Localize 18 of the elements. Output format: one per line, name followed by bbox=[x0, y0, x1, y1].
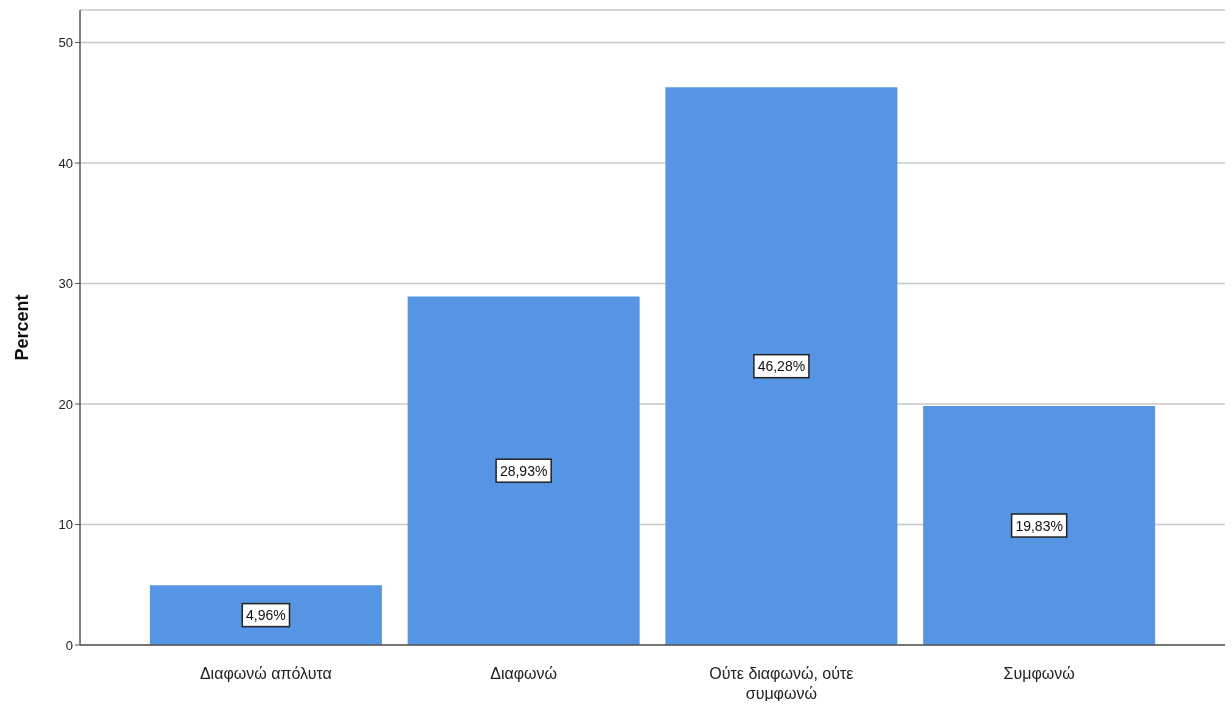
y-tick-label: 40 bbox=[58, 155, 73, 171]
y-tick-label: 20 bbox=[58, 396, 73, 412]
y-tick-label: 50 bbox=[58, 35, 73, 51]
y-tick-label: 10 bbox=[58, 517, 73, 533]
data-label: 28,93% bbox=[499, 462, 548, 479]
bar bbox=[149, 585, 382, 645]
x-tick-label: Διαφωνώ απόλυτα bbox=[199, 665, 332, 682]
bar bbox=[407, 296, 640, 645]
x-tick-label: Διαφωνώ bbox=[490, 665, 558, 682]
data-label: 46,28% bbox=[757, 358, 806, 375]
x-tick-label: Συμφωνώ bbox=[1003, 665, 1075, 682]
bar bbox=[665, 87, 898, 645]
y-tick-label: 30 bbox=[58, 276, 73, 292]
data-label: 4,96% bbox=[246, 607, 286, 624]
y-axis-title: Percent bbox=[12, 294, 32, 361]
data-label: 19,83% bbox=[1015, 517, 1063, 534]
y-tick-label: 0 bbox=[65, 637, 73, 653]
bar bbox=[923, 406, 1156, 645]
